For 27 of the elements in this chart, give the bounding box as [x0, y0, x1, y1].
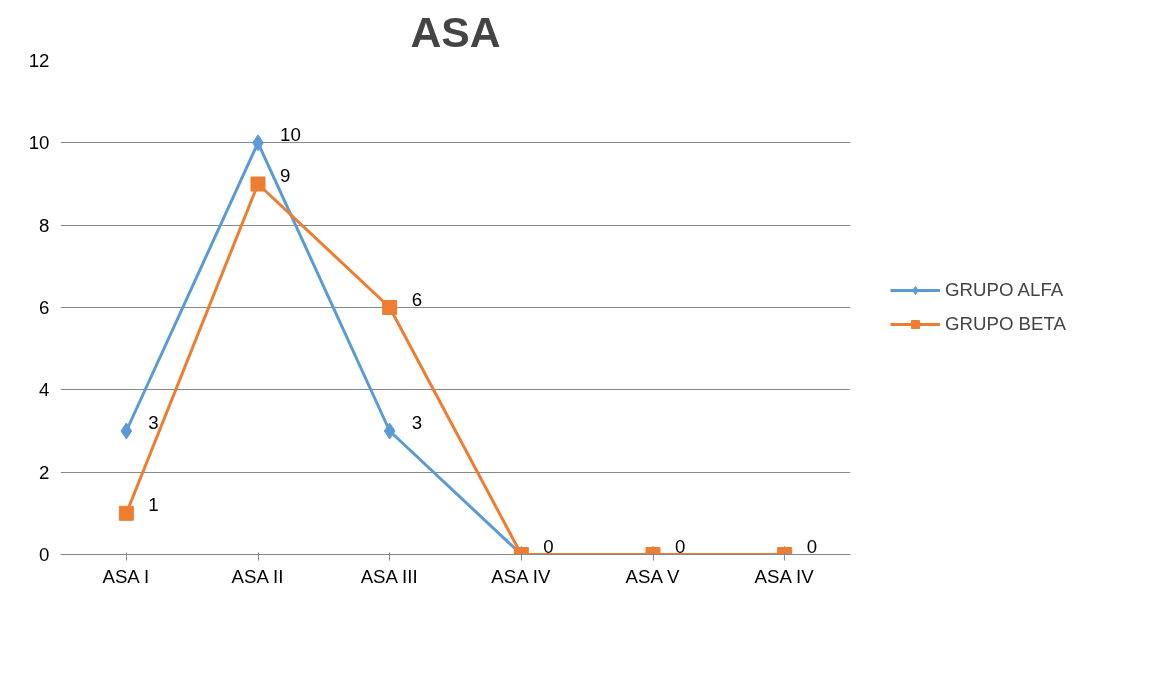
- data-label: 10: [280, 123, 301, 145]
- x-tick-label: ASA IV: [754, 565, 815, 587]
- data-label: 0: [543, 535, 554, 557]
- legend-label: GRUPO BETA: [945, 313, 1066, 335]
- data-label: 9: [280, 165, 291, 186]
- y-tick-label: 2: [39, 461, 50, 483]
- data-label: 6: [411, 288, 423, 310]
- point: [382, 300, 398, 315]
- y-tick-label: 0: [39, 544, 50, 565]
- x-tick-label: ASA I: [102, 565, 150, 587]
- x-tick-label: ASA V: [625, 565, 681, 587]
- legend-label: GRUPO ALFA: [945, 279, 1064, 301]
- y-tick-label: 4: [39, 379, 50, 401]
- data-label: 0: [675, 535, 686, 557]
- y-tick-label: 10: [28, 132, 50, 154]
- x-tick-label: ASA III: [360, 565, 418, 587]
- data-label: 0: [806, 535, 818, 557]
- x-tick-label: ASA II: [231, 565, 284, 587]
- x-tick-label: ASA IV: [491, 565, 551, 587]
- point: [250, 176, 266, 192]
- data-label: 1: [148, 494, 159, 516]
- data-label: 3: [148, 412, 159, 433]
- y-tick-label: 6: [39, 297, 50, 318]
- y-tick-label: 12: [28, 50, 50, 71]
- y-tick-label: 8: [39, 214, 50, 236]
- chart-title: ASA: [410, 7, 501, 56]
- data-label: 3: [411, 412, 423, 433]
